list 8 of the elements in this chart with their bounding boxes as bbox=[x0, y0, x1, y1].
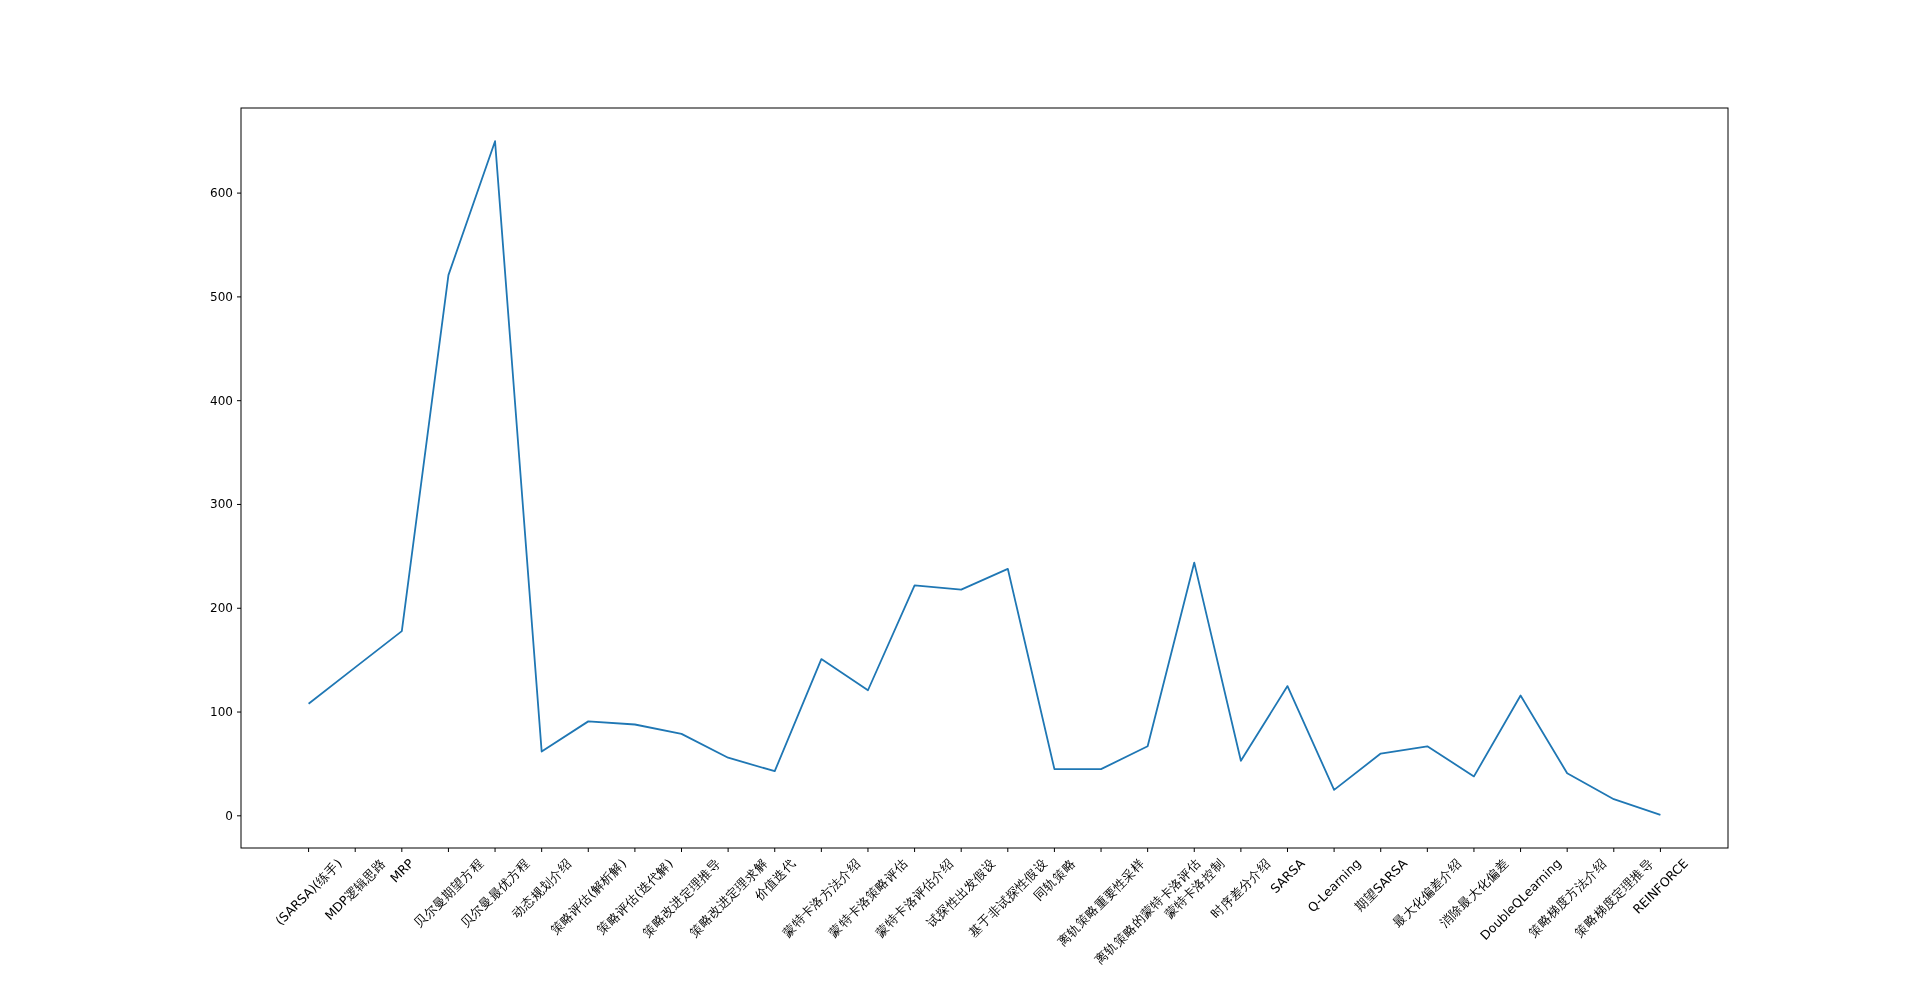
y-tick-label: 400 bbox=[210, 393, 233, 408]
y-tick-label: 300 bbox=[210, 497, 233, 512]
y-tick-label: 100 bbox=[210, 705, 233, 720]
y-tick-label: 0 bbox=[225, 808, 233, 823]
line-series bbox=[307, 140, 1662, 816]
y-tick-label: 200 bbox=[210, 601, 233, 616]
y-tick-label: 600 bbox=[210, 186, 233, 201]
y-tick-label: 500 bbox=[210, 289, 233, 304]
